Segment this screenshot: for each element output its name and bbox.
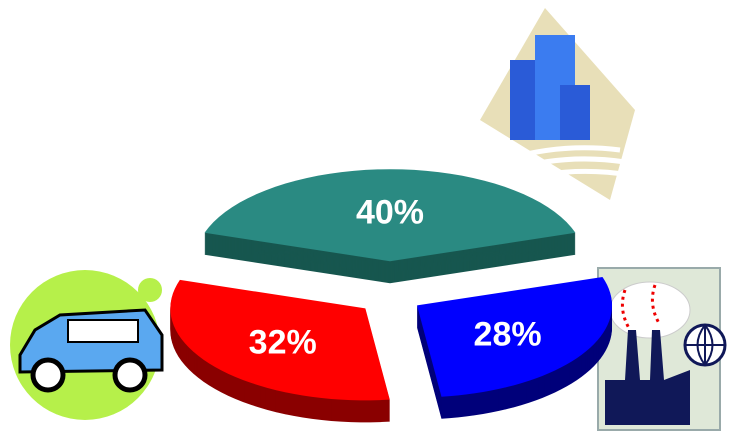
building-clipart (463, 8, 635, 200)
value-label: 32% (249, 324, 317, 362)
slice (170, 279, 390, 401)
factory-clipart (597, 267, 727, 431)
slice-group: 28% (417, 277, 613, 419)
value-label: 40% (356, 194, 424, 232)
value-label: 28% (474, 316, 542, 354)
slice (417, 277, 613, 397)
pie: 40% 32% 28% (170, 169, 613, 423)
slice (204, 169, 576, 262)
slice-group: 40% (204, 169, 576, 284)
slice-group: 32% (170, 279, 390, 423)
car-clipart (10, 270, 164, 420)
